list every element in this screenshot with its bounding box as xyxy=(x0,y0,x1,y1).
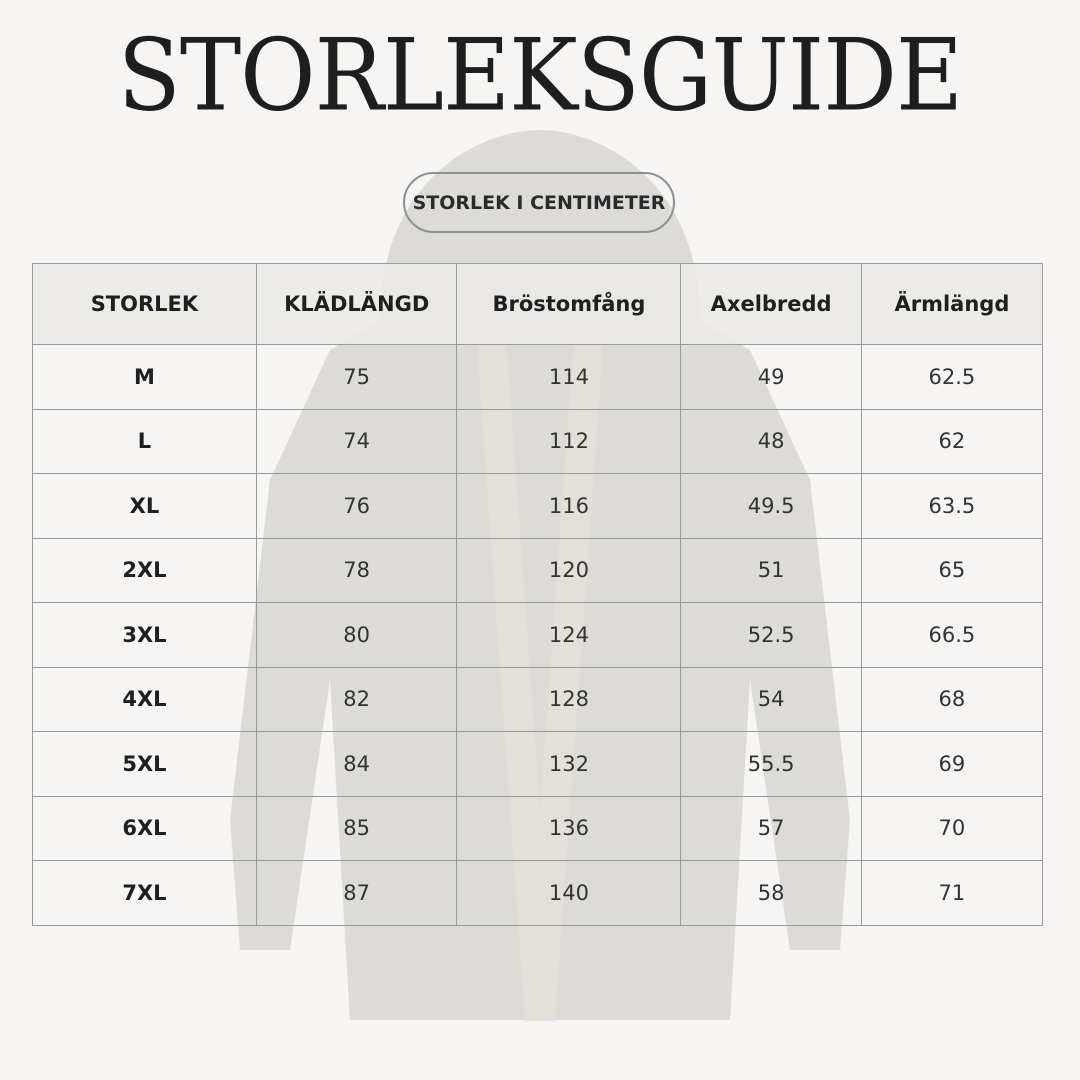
size-cell: XL xyxy=(32,473,257,539)
measurement-cell: 62 xyxy=(860,408,1044,474)
table-row: 7XL 87 140 58 71 xyxy=(32,860,1044,926)
measurement-cell: 116 xyxy=(456,473,682,539)
size-cell: 6XL xyxy=(32,795,257,861)
size-cell: 5XL xyxy=(32,731,257,797)
table-header-row: STORLEK KLÄDLÄNGD Bröstomfång Axelbredd Ärml… xyxy=(32,263,1044,345)
measurement-cell: 57 xyxy=(680,795,862,861)
measurement-cell: 55.5 xyxy=(680,731,862,797)
measurement-cell: 54 xyxy=(680,666,862,732)
table-row: M 75 114 49 62.5 xyxy=(32,344,1044,410)
measurement-cell: 62.5 xyxy=(860,344,1044,410)
measurement-cell: 48 xyxy=(680,408,862,474)
table-row: L 74 112 48 62 xyxy=(32,408,1044,474)
column-header: Ärmlängd xyxy=(860,263,1044,345)
unit-label-badge: STORLEK I CENTIMETER xyxy=(403,172,675,233)
table-row: 3XL 80 124 52.5 66.5 xyxy=(32,602,1044,668)
measurement-cell: 58 xyxy=(680,860,862,926)
measurement-cell: 68 xyxy=(860,666,1044,732)
measurement-cell: 66.5 xyxy=(860,602,1044,668)
table-row: 2XL 78 120 51 65 xyxy=(32,537,1044,603)
measurement-cell: 82 xyxy=(255,666,458,732)
column-header: STORLEK xyxy=(32,263,257,345)
measurement-cell: 49 xyxy=(680,344,862,410)
measurement-cell: 78 xyxy=(255,537,458,603)
measurement-cell: 132 xyxy=(456,731,682,797)
measurement-cell: 65 xyxy=(860,537,1044,603)
measurement-cell: 63.5 xyxy=(860,473,1044,539)
size-cell: M xyxy=(32,344,257,410)
measurement-cell: 128 xyxy=(456,666,682,732)
measurement-cell: 51 xyxy=(680,537,862,603)
table-row: XL 76 116 49.5 63.5 xyxy=(32,473,1044,539)
measurement-cell: 124 xyxy=(456,602,682,668)
size-cell: 7XL xyxy=(32,860,257,926)
column-header: KLÄDLÄNGD xyxy=(255,263,458,345)
size-cell: 3XL xyxy=(32,602,257,668)
size-cell: 4XL xyxy=(32,666,257,732)
measurement-cell: 84 xyxy=(255,731,458,797)
measurement-cell: 120 xyxy=(456,537,682,603)
size-cell: L xyxy=(32,408,257,474)
measurement-cell: 85 xyxy=(255,795,458,861)
measurement-cell: 80 xyxy=(255,602,458,668)
measurement-cell: 75 xyxy=(255,344,458,410)
measurement-cell: 71 xyxy=(860,860,1044,926)
size-cell: 2XL xyxy=(32,537,257,603)
measurement-cell: 69 xyxy=(860,731,1044,797)
measurement-cell: 52.5 xyxy=(680,602,862,668)
measurement-cell: 70 xyxy=(860,795,1044,861)
measurement-cell: 49.5 xyxy=(680,473,862,539)
measurement-cell: 74 xyxy=(255,408,458,474)
measurement-cell: 140 xyxy=(456,860,682,926)
column-header: Axelbredd xyxy=(680,263,862,345)
table-row: 4XL 82 128 54 68 xyxy=(32,666,1044,732)
page-title: STORLEKSGUIDE xyxy=(117,17,963,134)
measurement-cell: 114 xyxy=(456,344,682,410)
table-row: 5XL 84 132 55.5 69 xyxy=(32,731,1044,797)
measurement-cell: 136 xyxy=(456,795,682,861)
size-table: STORLEK KLÄDLÄNGD Bröstomfång Axelbredd Ärml… xyxy=(32,263,1044,926)
measurement-cell: 87 xyxy=(255,860,458,926)
measurement-cell: 112 xyxy=(456,408,682,474)
measurement-cell: 76 xyxy=(255,473,458,539)
column-header: Bröstomfång xyxy=(456,263,682,345)
table-row: 6XL 85 136 57 70 xyxy=(32,795,1044,861)
